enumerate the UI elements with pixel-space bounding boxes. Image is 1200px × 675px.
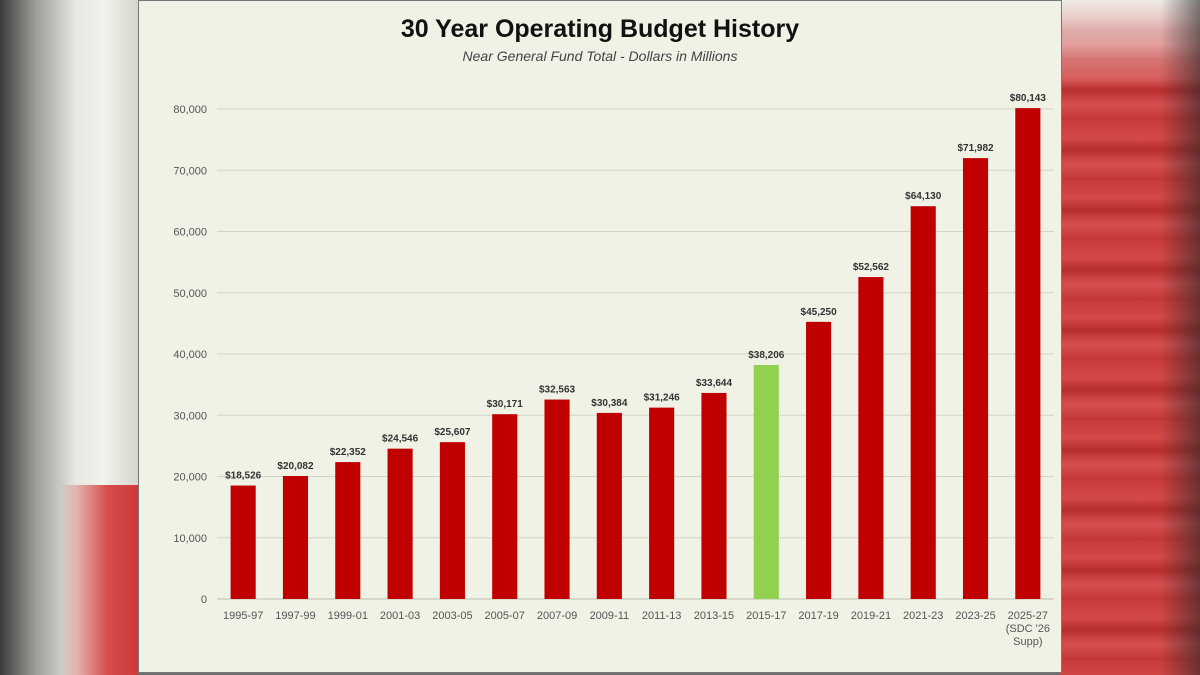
x-tick-label: 2003-05 [432,610,472,622]
x-tick-label: 2001-03 [380,610,420,622]
x-tick-label: 2015-17 [746,610,786,622]
bar-chart: 0 10,000 20,000 30,000 40,000 50,000 60,000 70,… [173,93,1054,648]
bar [701,392,727,599]
x-tick-label: 1999-01 [328,610,368,622]
data-label: $32,563 [539,385,576,396]
data-label: $22,352 [330,447,367,458]
x-tick-label: 2019-21 [851,610,891,622]
x-tick-label: 2011-13 [642,610,682,622]
y-tick-label: 20,000 [173,472,207,484]
bar [806,321,832,599]
chart-subtitle: Near General Fund Total - Dollars in Mil… [462,48,738,64]
x-tick-label: 2009-11 [590,610,630,622]
bar [230,485,256,599]
data-label: $64,130 [905,191,942,202]
data-label: $33,644 [696,378,733,389]
bar [335,462,361,599]
data-label: $25,607 [434,427,471,438]
bar [596,412,622,599]
chart-panel: 30 Year Operating Budget History Near Ge… [138,0,1062,673]
x-tick-label: 2021-23 [903,610,943,622]
data-label: $30,384 [591,398,628,409]
x-tick-label: 1997-99 [275,610,315,622]
y-tick-label: 30,000 [173,410,207,422]
bar [910,206,936,600]
data-label: $18,526 [225,471,262,482]
y-tick-label: 10,000 [173,533,207,545]
y-tick-label: 0 [201,594,207,606]
data-label: $24,546 [382,434,419,445]
x-tick-label: 1995-97 [223,610,263,622]
data-label: $71,982 [957,143,994,154]
data-label: $45,250 [801,307,838,318]
y-tick-label: 50,000 [173,288,207,300]
x-tick-label: (SDC '26 [1006,623,1050,635]
data-label: $31,246 [644,393,681,404]
x-tick-label: Supp) [1013,636,1042,648]
y-tick-label: 60,000 [173,227,207,239]
y-tick-label: 70,000 [173,165,207,177]
bar [544,399,570,599]
bar [649,407,675,599]
bar [962,158,989,600]
chart-title: 30 Year Operating Budget History [400,15,800,43]
x-tick-label: 2017-19 [798,610,838,622]
bar [858,277,884,599]
data-label: $30,171 [487,399,524,410]
x-tick-label: 2005-07 [485,610,525,622]
bar [1015,108,1041,600]
data-label: $80,143 [1010,93,1047,104]
bar [492,414,518,599]
bar [282,475,309,599]
data-label: $52,562 [853,262,890,273]
data-label: $38,206 [748,350,785,361]
x-tick-label: 2007-09 [537,610,577,622]
y-tick-label: 80,000 [173,104,207,116]
data-label: $20,082 [277,461,314,472]
background-left [0,0,138,675]
x-tick-label: 2025-27 [1008,610,1048,622]
x-tick-label: 2023-25 [955,610,995,622]
background-right [1060,0,1200,675]
bar [387,448,413,599]
bar [439,442,465,599]
y-tick-label: 40,000 [173,349,207,361]
x-tick-label: 2013-15 [694,610,734,622]
bar [753,364,779,599]
